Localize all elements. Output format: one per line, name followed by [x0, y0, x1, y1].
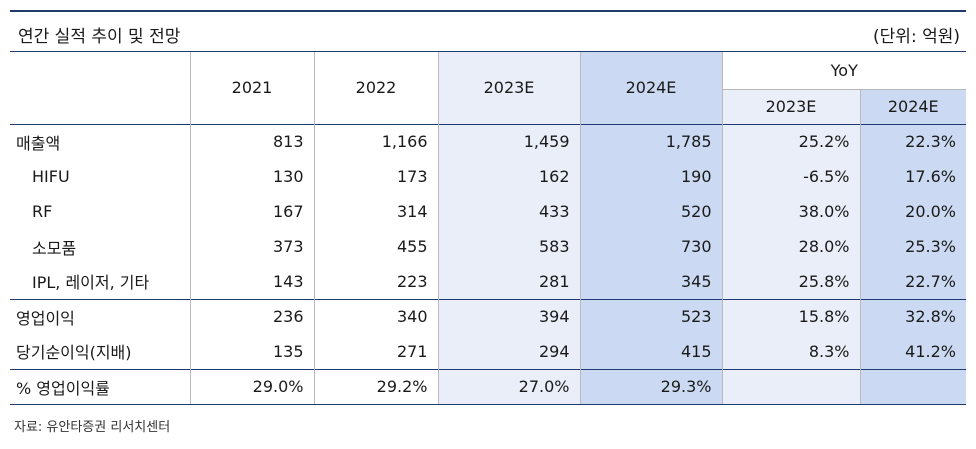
cell-v2021: 813: [190, 123, 315, 159]
unit-label: (단위: 억원): [873, 27, 960, 47]
row-label: 매출액: [10, 123, 191, 159]
table-title: 연간 실적 추이 및 전망: [18, 27, 181, 47]
table-row: RF 167 314 433 520 38.0% 20.0%: [10, 194, 966, 229]
cell-v2024e: 345: [580, 264, 723, 299]
header-yoy: YoY: [722, 52, 966, 90]
header-corner: [10, 52, 191, 124]
cell-v2024e: 190: [580, 159, 723, 194]
table-row: 매출액 813 1,166 1,459 1,785 25.2% 22.3%: [10, 123, 966, 159]
financial-table: 2021 2022 2023E 2024E YoY 2023E 2024E 매출…: [10, 52, 966, 405]
cell-yoy2024: 17.6%: [860, 159, 966, 194]
cell-v2023e: 433: [438, 194, 581, 229]
cell-yoy2023: 8.3%: [722, 334, 861, 369]
cell-v2023e: 27.0%: [438, 368, 581, 405]
cell-v2023e: 294: [438, 334, 581, 369]
cell-v2024e: 520: [580, 194, 723, 229]
table-row: 영업이익 236 340 394 523 15.8% 32.8%: [10, 298, 966, 334]
cell-v2023e: 281: [438, 264, 581, 299]
cell-yoy2024: 22.3%: [860, 123, 966, 159]
cell-v2021: 130: [190, 159, 315, 194]
cell-v2024e: 523: [580, 298, 723, 334]
cell-v2024e: 1,785: [580, 123, 723, 159]
cell-yoy2023: 25.8%: [722, 264, 861, 299]
table-row: 소모품 373 455 583 730 28.0% 25.3%: [10, 229, 966, 264]
cell-yoy2023: 25.2%: [722, 123, 861, 159]
header-yoy-2023e: 2023E: [722, 89, 861, 124]
cell-v2022: 314: [314, 194, 439, 229]
cell-v2024e: 415: [580, 334, 723, 369]
header-2022: 2022: [314, 52, 439, 124]
header-subrow: 2023E 2024E: [10, 89, 966, 124]
cell-v2023e: 583: [438, 229, 581, 264]
cell-v2022: 29.2%: [314, 368, 439, 405]
cell-v2022: 455: [314, 229, 439, 264]
cell-yoy2023: -6.5%: [722, 159, 861, 194]
cell-v2024e: 730: [580, 229, 723, 264]
table-title-bar: 연간 실적 추이 및 전망 (단위: 억원): [10, 10, 966, 52]
header-2021: 2021: [190, 52, 315, 124]
cell-v2021: 236: [190, 298, 315, 334]
cell-v2021: 373: [190, 229, 315, 264]
cell-v2021: 143: [190, 264, 315, 299]
row-label: 당기순이익(지배): [10, 334, 191, 369]
cell-yoy2023: 38.0%: [722, 194, 861, 229]
header-yoy-2024e: 2024E: [860, 89, 966, 124]
cell-yoy2024: 41.2%: [860, 334, 966, 369]
cell-v2023e: 1,459: [438, 123, 581, 159]
cell-yoy2024: 32.8%: [860, 298, 966, 334]
cell-v2023e: 162: [438, 159, 581, 194]
row-label: % 영업이익률: [10, 368, 191, 405]
cell-v2022: 340: [314, 298, 439, 334]
row-label: RF: [10, 194, 191, 229]
cell-yoy2024: 25.3%: [860, 229, 966, 264]
cell-v2022: 271: [314, 334, 439, 369]
row-label: HIFU: [10, 159, 191, 194]
cell-yoy2023: 15.8%: [722, 298, 861, 334]
header-2024e: 2024E: [580, 52, 723, 124]
table-row: IPL, 레이저, 기타 143 223 281 345 25.8% 22.7%: [10, 264, 966, 299]
row-label: 소모품: [10, 229, 191, 264]
cell-v2021: 29.0%: [190, 368, 315, 405]
cell-v2022: 173: [314, 159, 439, 194]
cell-v2023e: 394: [438, 298, 581, 334]
row-label: 영업이익: [10, 298, 191, 334]
cell-yoy2024: 22.7%: [860, 264, 966, 299]
cell-yoy2024: 20.0%: [860, 194, 966, 229]
cell-v2024e: 29.3%: [580, 368, 723, 405]
table-row: % 영업이익률 29.0% 29.2% 27.0% 29.3%: [10, 368, 966, 405]
cell-yoy2024: [860, 368, 966, 405]
source-note: 자료: 유안타증권 리서치센터: [14, 420, 171, 435]
cell-v2021: 167: [190, 194, 315, 229]
cell-v2022: 223: [314, 264, 439, 299]
row-label: IPL, 레이저, 기타: [10, 264, 191, 299]
header-2023e: 2023E: [438, 52, 581, 124]
cell-yoy2023: [722, 368, 861, 405]
table-row: HIFU 130 173 162 190 -6.5% 17.6%: [10, 159, 966, 194]
header-row: 2021 2022 2023E 2024E YoY: [10, 52, 966, 124]
cell-v2022: 1,166: [314, 123, 439, 159]
cell-yoy2023: 28.0%: [722, 229, 861, 264]
cell-v2021: 135: [190, 334, 315, 369]
table-row: 당기순이익(지배) 135 271 294 415 8.3% 41.2%: [10, 334, 966, 369]
